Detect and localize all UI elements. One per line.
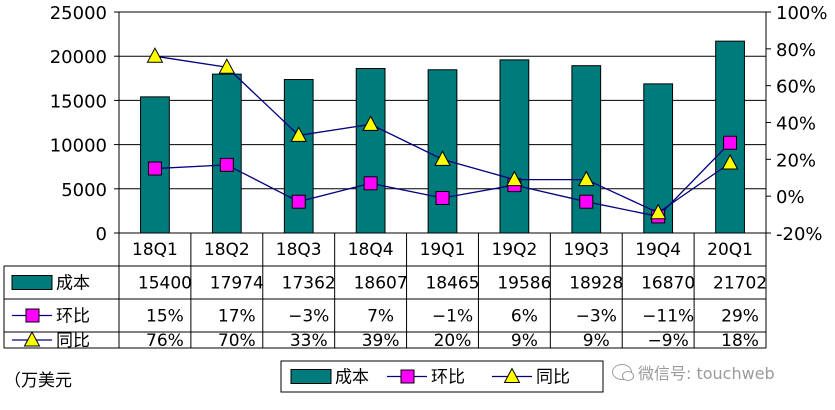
x-tick-label: 19Q2 xyxy=(491,240,537,260)
row-key-marker xyxy=(23,330,41,347)
table-cell: 9% xyxy=(511,331,538,351)
row-header: 同比 xyxy=(56,331,90,351)
table-cell: 20% xyxy=(434,331,472,351)
table-cell: 15400 xyxy=(138,274,192,294)
table-cell: −1% xyxy=(432,307,473,327)
table-cell: 17362 xyxy=(282,274,336,294)
row-key-bar xyxy=(11,275,53,290)
table-cell: 29% xyxy=(721,307,759,327)
square-marker xyxy=(363,176,378,191)
triangle-marker xyxy=(218,58,236,74)
table-cell: 18465 xyxy=(425,274,479,294)
x-tick-label: 18Q4 xyxy=(348,240,394,260)
table-cell: 39% xyxy=(362,331,400,351)
y-left-tick-label: 10000 xyxy=(50,136,107,157)
triangle-marker xyxy=(506,170,523,187)
y-right-tick-label: 100% xyxy=(776,3,827,24)
row-header: 成本 xyxy=(56,274,90,294)
y-right-tick-label: 60% xyxy=(776,77,816,98)
triangle-marker xyxy=(362,115,379,131)
legend-box xyxy=(280,360,604,393)
y-left-tick-label: 5000 xyxy=(61,180,107,201)
x-tick-label: 19Q4 xyxy=(635,240,681,260)
y-left-tick-label: 25000 xyxy=(50,3,107,24)
triangle-marker xyxy=(721,153,739,170)
x-tick-label: 19Q1 xyxy=(420,240,466,260)
table-cell: 70% xyxy=(218,331,256,351)
bar xyxy=(283,79,314,234)
table-cell: 19586 xyxy=(497,274,551,294)
table-cell: 9% xyxy=(583,331,610,351)
triangle-marker xyxy=(577,170,595,187)
legend-label: 成本 xyxy=(335,368,369,388)
y-right-tick-label: -20% xyxy=(776,224,823,245)
table-cell: 7% xyxy=(367,307,394,327)
table-cell: −3% xyxy=(576,307,617,327)
legend-key-bar xyxy=(290,369,332,384)
unit-label: （万美元 xyxy=(4,371,72,391)
y-right-tick-label: 20% xyxy=(776,150,816,171)
bar xyxy=(211,73,242,234)
table-cell: 15% xyxy=(146,307,184,327)
square-marker xyxy=(435,191,450,206)
table-cell: −11% xyxy=(642,307,694,327)
table-cell: 76% xyxy=(146,331,184,351)
legend-label: 同比 xyxy=(536,368,570,388)
y-right-tick-label: 80% xyxy=(776,40,816,61)
bar xyxy=(499,59,530,234)
y-left-tick-label: 15000 xyxy=(50,91,107,112)
x-tick-label: 18Q2 xyxy=(204,240,250,260)
x-tick-label: 20Q1 xyxy=(707,240,753,260)
wechat-icon xyxy=(612,364,634,381)
table-cell: 18607 xyxy=(354,274,408,294)
square-marker xyxy=(219,157,234,172)
triangle-marker xyxy=(434,150,451,166)
square-marker xyxy=(291,194,306,209)
legend-key-marker xyxy=(400,369,415,384)
square-marker xyxy=(579,194,594,209)
triangle-marker xyxy=(649,203,667,220)
table-cell: 21702 xyxy=(713,274,767,294)
y-right-tick-label: 0% xyxy=(776,187,805,208)
table-cell: −9% xyxy=(648,331,689,351)
table-cell: 17974 xyxy=(210,274,264,294)
watermark: 微信号: touchweb xyxy=(612,360,775,384)
triangle-marker xyxy=(290,126,308,142)
y-right-tick-label: 40% xyxy=(776,114,816,135)
x-tick-label: 18Q3 xyxy=(276,240,322,260)
square-marker xyxy=(147,161,162,176)
watermark-text: 微信号: touchweb xyxy=(638,364,775,383)
table-cell: 33% xyxy=(290,331,328,351)
table-cell: 18928 xyxy=(569,274,623,294)
legend-label: 环比 xyxy=(431,368,465,388)
x-tick-label: 19Q3 xyxy=(563,240,609,260)
row-header: 环比 xyxy=(56,307,90,327)
table-cell: −3% xyxy=(288,307,329,327)
bar xyxy=(355,68,386,234)
table-cell: 16870 xyxy=(641,274,695,294)
y-left-tick-label: 0 xyxy=(96,224,107,245)
y-left-tick-label: 20000 xyxy=(50,47,107,68)
row-key-marker xyxy=(25,308,40,323)
square-marker xyxy=(723,135,738,150)
table-cell: 18% xyxy=(721,331,759,351)
legend-key-marker xyxy=(503,367,521,383)
x-tick-label: 18Q1 xyxy=(132,240,178,260)
table-cell: 17% xyxy=(218,307,256,327)
triangle-marker xyxy=(146,47,164,63)
table-cell: 6% xyxy=(511,307,538,327)
